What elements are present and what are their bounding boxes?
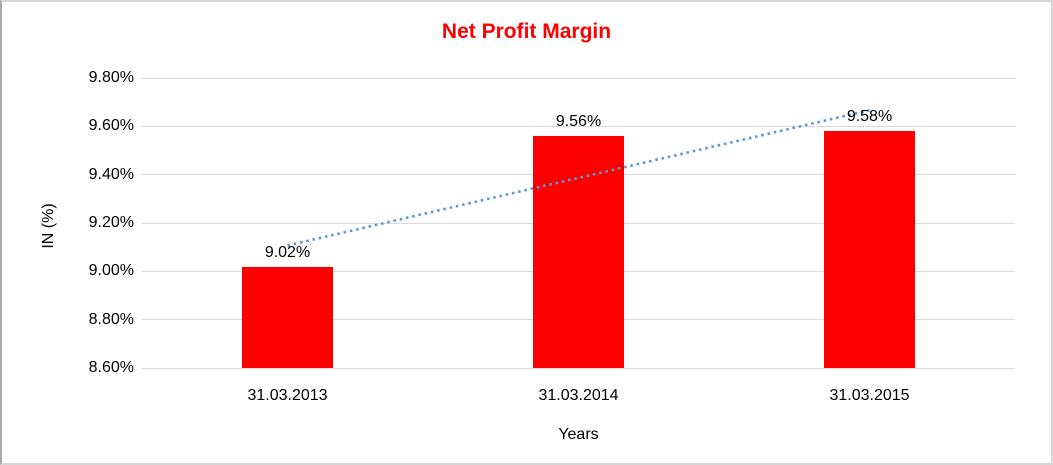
bar (242, 266, 333, 368)
bar (824, 131, 915, 368)
y-tick-label: 8.60% (88, 359, 134, 376)
chart-title: Net Profit Margin (441, 20, 612, 43)
y-tick-label: 8.80% (88, 310, 134, 328)
y-tick-label: 9.80% (88, 69, 134, 86)
gridline (142, 125, 1015, 127)
gridline (142, 77, 1015, 79)
plot-area: 9.02% 9.56% 9.58% (142, 77, 1015, 369)
bar (533, 136, 624, 368)
x-tick-label: 31.03.2013 (247, 387, 328, 404)
y-tick-label: 9.00% (88, 262, 134, 280)
bar-data-label: 9.02% (264, 243, 311, 261)
y-tick-label: 9.40% (88, 165, 134, 183)
bar-data-label: 9.56% (555, 113, 602, 130)
gridline (142, 367, 1015, 369)
x-tick-label: 31.03.2014 (538, 387, 619, 404)
bar-data-label: 9.58% (846, 108, 893, 126)
x-tick-label: 31.03.2015 (829, 387, 910, 404)
y-tick-label: 9.60% (88, 117, 134, 135)
y-tick-label: 9.20% (88, 214, 134, 231)
x-axis-title: Years (558, 426, 599, 443)
